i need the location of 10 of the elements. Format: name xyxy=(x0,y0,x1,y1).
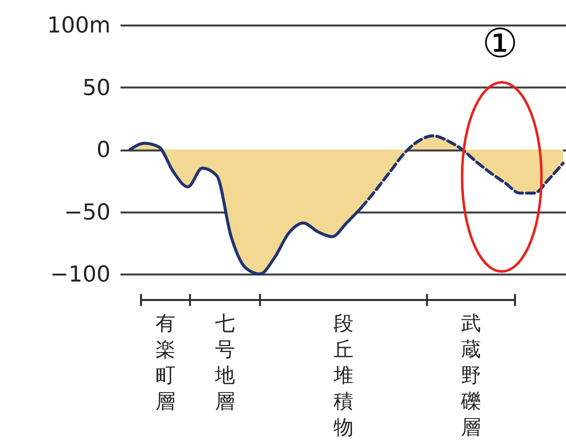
annotation: ① xyxy=(482,21,518,67)
text: 七号地層 xyxy=(214,311,235,413)
y-tick-label: −100 xyxy=(50,262,110,288)
y-tick-label: 50 xyxy=(82,76,110,101)
text: 武蔵野礫層 xyxy=(460,311,481,439)
y-tick-label: 100m xyxy=(47,14,110,38)
y-tick-label: 0 xyxy=(96,138,110,163)
y-tick-label: −50 xyxy=(64,200,110,226)
text: 段丘堆積物 xyxy=(332,311,354,439)
text: 有楽町層 xyxy=(156,311,176,413)
